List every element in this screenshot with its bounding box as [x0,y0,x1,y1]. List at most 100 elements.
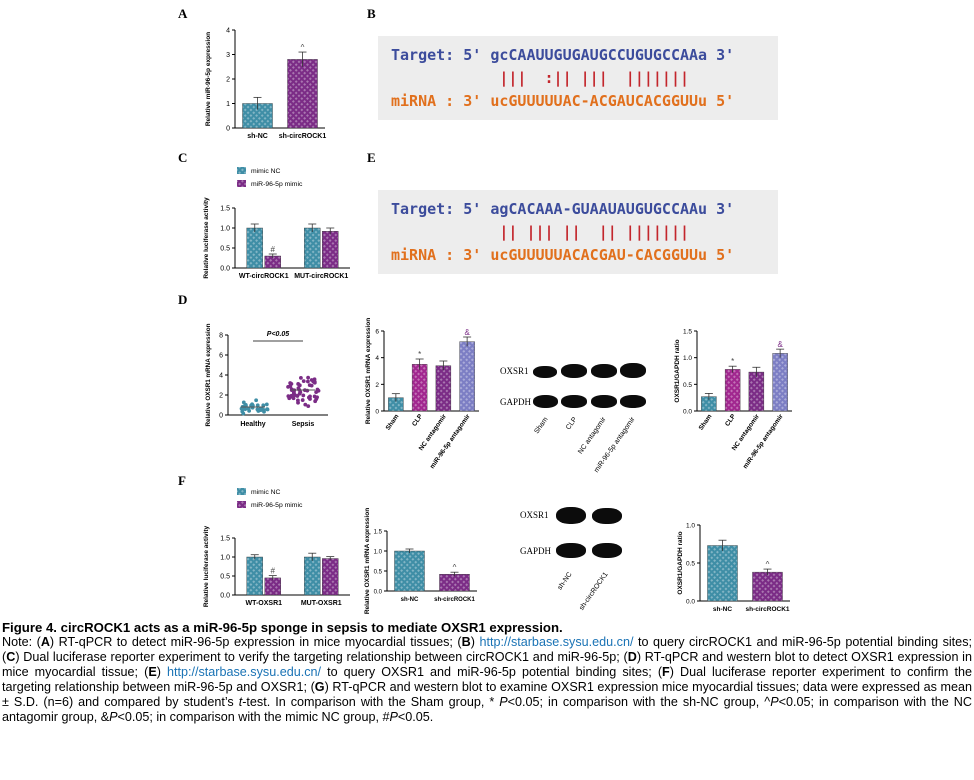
bar [304,556,321,596]
legend-swatch [237,501,246,508]
bar [246,227,263,269]
blot-band [591,364,617,378]
target-sequence-b: Target: 5' gcCAAUUGUGAUGCCUGUGCCAAa 3' [391,46,735,64]
x-tick-label: sh-NC [247,133,268,140]
significance-mark: # [271,567,276,576]
significance-mark: * [418,350,421,359]
caption-text: Note: ( [2,635,41,649]
caption-text: D [627,650,637,664]
x-tick-label: Sham [698,413,714,432]
blot-band [561,364,587,378]
binding-site-box-e: Target: 5' agCACAAA-GUAAUAUGUGCCAAu 3' |… [378,190,778,274]
y-tick-label: 0.5 [220,574,230,581]
x-tick-label: WT-OXSR1 [245,600,282,607]
significance-mark: ^ [301,43,305,52]
x-tick-label: CLP [411,413,425,428]
data-point [288,381,293,385]
data-point [254,398,259,403]
data-point [311,379,316,384]
blot-band [620,363,646,378]
data-point [301,393,306,398]
data-point [306,375,311,380]
y-tick-label: 0.0 [686,599,695,606]
chart-mir96-expression: 0 1 2 3 4 Relative miR-96-5p expression sh-NC s… [205,28,327,141]
y-tick-label: 1.0 [220,226,230,233]
blot-band [556,543,586,558]
caption-text: t [238,695,243,709]
y-tick-label: 6 [219,353,223,360]
y-tick-label: 1 [226,101,230,108]
x-tick-label: Healthy [240,421,265,428]
y-tick-label: 4 [375,355,379,362]
blot-band [556,507,586,524]
bar [411,364,428,412]
caption-text: ) RT-qPCR to detect miR-96-5p expression… [49,635,462,649]
legend-label: mimic NC [251,489,281,496]
caption-body: Note: (A) RT-qPCR to detect miR-96-5p ex… [2,635,972,725]
mirna-sequence-e: miRNA : 3' ucGUUUUUACACGAU-CACGGUUu 5' [391,246,735,264]
target-sequence-e: Target: 5' agCACAAA-GUAAUAUGUGCCAAu 3' [391,200,735,218]
panel-label-d: D [178,292,188,307]
caption-text: <0.05. [397,710,434,724]
caption-text: <0.05; in comparison with the NC antagom… [2,695,973,724]
caption-text: G [314,680,325,694]
data-point [261,403,266,408]
bar [264,577,281,596]
data-point [262,409,266,414]
y-axis-label: Relative OXSR1 mRNA expression [364,508,371,614]
starbase-link[interactable]: http://starbase.sysu.edu.cn/ [479,635,634,649]
blot-band [592,543,622,558]
data-point [315,395,319,400]
starbase-link[interactable]: http://starbase.sysu.edu.cn/ [167,665,322,679]
y-tick-label: 4 [219,373,223,380]
y-tick-label: 0 [375,409,379,416]
bar [394,550,425,592]
caption-text: C [6,650,16,664]
y-tick-label: 0 [219,413,223,420]
data-point [306,379,310,384]
data-point [243,403,248,407]
blot-band [533,395,558,408]
binding-site-box-b: Target: 5' gcCAAUUGUGAUGCCUGUGCCAAa 3' |… [378,36,778,120]
bar [752,571,783,602]
blot-lane-labels-g: sh-NC sh-circROCK1 [557,571,610,612]
chart-luciferase-circrock1: 0.0 0.5 1.0 1.5 Relative luciferase activity… [203,167,350,280]
y-tick-label: 8 [219,333,223,340]
panel-label-a: A [178,6,188,21]
bar [435,365,452,412]
caption-text: ) [470,635,480,649]
pairing-bars-b: ||| :|| ||| ||||||| [391,69,690,87]
data-point [265,407,270,412]
figure-caption: Figure 4. circROCK1 acts as a miR-96-5p … [2,620,972,725]
legend-swatch [237,488,246,495]
y-tick-label: 0.5 [374,570,383,576]
caption-text: ) [156,665,167,679]
data-point [306,404,311,409]
legend-swatch [237,167,246,174]
data-point [295,394,300,398]
x-tick-label: sh-circROCK1 [279,133,327,140]
data-point [303,402,308,407]
y-tick-label: 0.0 [220,266,230,273]
data-point [241,411,246,416]
caption-text: <0.05; in comparison with the sh-NC grou… [507,695,771,709]
blot-row-oxsr1-d: OXSR1 [500,366,529,376]
legend-label: miR-96-5p mimic [251,502,303,509]
caption-text: A [40,635,50,649]
y-tick-label: 1.0 [683,355,692,362]
data-point [296,398,300,403]
caption-text: to query circROCK1 and miR-96-5p potenti… [2,635,972,664]
significance-label: P<0.05 [267,331,289,338]
bar [322,558,339,596]
y-tick-label: 1.5 [220,206,230,213]
x-tick-label: WT-circROCK1 [239,273,289,280]
chart-luciferase-oxsr1: 0.0 0.5 1.0 1.5 Relative luciferase activity… [203,488,350,607]
y-tick-label: 0.0 [220,593,230,600]
bar [287,59,318,129]
bar [439,573,470,592]
data-point [307,383,312,387]
data-point [290,394,295,399]
data-point [299,375,303,380]
legend-label: mimic NC [251,168,281,175]
